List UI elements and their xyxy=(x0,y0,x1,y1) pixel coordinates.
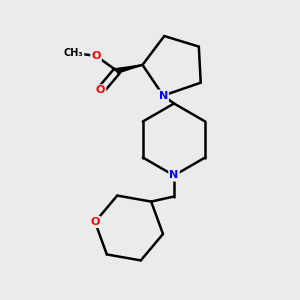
Text: N: N xyxy=(169,170,178,181)
Text: CH₃: CH₃ xyxy=(64,48,83,58)
Text: N: N xyxy=(159,91,168,100)
Polygon shape xyxy=(116,65,142,73)
Text: O: O xyxy=(90,217,100,227)
Text: O: O xyxy=(91,51,101,61)
Text: O: O xyxy=(96,85,105,95)
